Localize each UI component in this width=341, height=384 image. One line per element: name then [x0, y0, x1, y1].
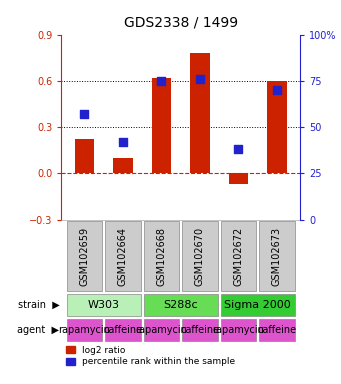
- Title: GDS2338 / 1499: GDS2338 / 1499: [124, 15, 238, 29]
- Point: [120, 139, 126, 145]
- FancyBboxPatch shape: [221, 294, 295, 316]
- Point: [274, 87, 280, 93]
- Point: [82, 111, 87, 117]
- Bar: [152, 78, 171, 174]
- Text: GSM102668: GSM102668: [157, 227, 166, 286]
- Text: GSM102664: GSM102664: [118, 227, 128, 286]
- FancyBboxPatch shape: [144, 319, 179, 341]
- Bar: [75, 139, 94, 174]
- Text: caffeine: caffeine: [180, 324, 220, 334]
- FancyBboxPatch shape: [105, 221, 141, 291]
- Point: [236, 146, 241, 152]
- Bar: [267, 81, 286, 174]
- FancyBboxPatch shape: [67, 319, 102, 341]
- Text: strain  ▶: strain ▶: [18, 300, 59, 310]
- Text: Sigma 2000: Sigma 2000: [224, 300, 291, 310]
- FancyBboxPatch shape: [182, 319, 218, 341]
- Bar: [113, 158, 133, 174]
- Text: W303: W303: [88, 300, 120, 310]
- Point: [197, 76, 203, 82]
- FancyBboxPatch shape: [182, 221, 218, 291]
- Text: caffeine: caffeine: [257, 324, 297, 334]
- Text: GSM102673: GSM102673: [272, 227, 282, 286]
- FancyBboxPatch shape: [259, 221, 295, 291]
- Bar: [190, 53, 210, 174]
- Text: agent  ▶: agent ▶: [17, 324, 59, 334]
- Text: rapamycin: rapamycin: [59, 324, 110, 334]
- FancyBboxPatch shape: [221, 319, 256, 341]
- Text: rapamycin: rapamycin: [135, 324, 188, 334]
- Text: GSM102670: GSM102670: [195, 227, 205, 286]
- Text: caffeine: caffeine: [103, 324, 143, 334]
- Text: rapamycin: rapamycin: [212, 324, 264, 334]
- Text: GSM102672: GSM102672: [234, 227, 243, 286]
- Text: S288c: S288c: [163, 300, 198, 310]
- FancyBboxPatch shape: [105, 319, 141, 341]
- FancyBboxPatch shape: [67, 294, 141, 316]
- Point: [159, 78, 164, 84]
- FancyBboxPatch shape: [67, 221, 102, 291]
- FancyBboxPatch shape: [144, 294, 218, 316]
- Legend: log2 ratio, percentile rank within the sample: log2 ratio, percentile rank within the s…: [66, 346, 235, 366]
- Text: GSM102659: GSM102659: [79, 227, 89, 286]
- Bar: [229, 174, 248, 184]
- FancyBboxPatch shape: [221, 221, 256, 291]
- FancyBboxPatch shape: [144, 221, 179, 291]
- FancyBboxPatch shape: [259, 319, 295, 341]
